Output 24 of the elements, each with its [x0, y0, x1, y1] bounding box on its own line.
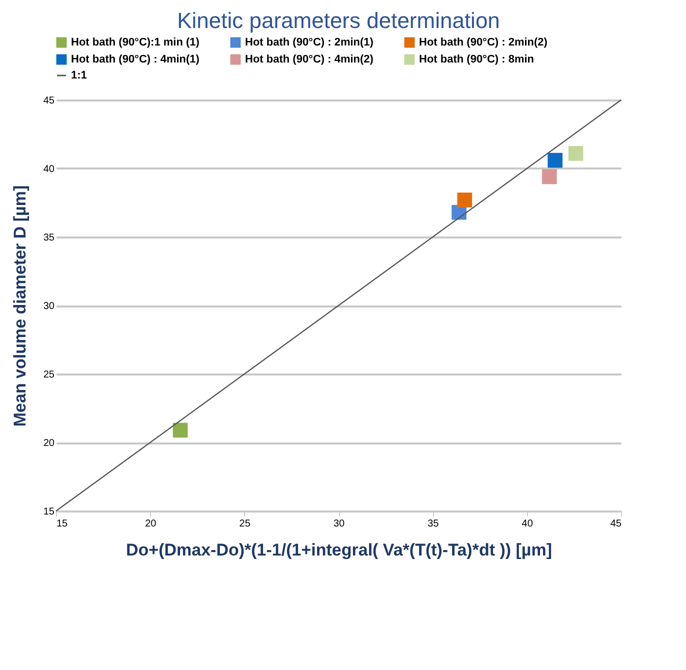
legend-label: Hot bath (90°C) : 4min(2) — [245, 54, 374, 66]
x-axis-title: Do+(Dmax-Do)*(1-1/(1+integral( Va*(T(t)-Ta)*dt )) [µm] — [126, 540, 552, 560]
chart-title: Kinetic parameters determination — [177, 8, 500, 33]
y-axis-title: Mean volume diameter D [µm] — [10, 185, 30, 427]
x-tick-label: 25 — [239, 518, 251, 530]
y-tick-label: 35 — [43, 232, 55, 244]
legend-label: Hot bath (90°C) : 4min(1) — [71, 54, 200, 66]
y-tick-label: 30 — [43, 301, 55, 312]
x-tick-label: 15 — [56, 518, 68, 530]
legend-label: 1:1 — [71, 70, 87, 82]
x-tick-label: 20 — [145, 518, 157, 530]
x-tick-label: 30 — [333, 518, 345, 530]
y-tick-label: 25 — [43, 370, 55, 380]
x-tick-label: 40 — [522, 518, 534, 530]
legend-label: Hot bath (90°C):1 min (1) — [71, 36, 200, 49]
y-tick-label: 15 — [43, 506, 55, 518]
legend-label: Hot bath (90°C) : 2min(1) — [245, 36, 374, 49]
y-tick-label: 40 — [43, 164, 55, 175]
y-tick-label: 45 — [43, 96, 55, 106]
legend-label: Hot bath (90°C) : 8min — [419, 54, 534, 66]
y-tick-label: 20 — [43, 438, 55, 449]
legend-label: Hot bath (90°C) : 2min(2) — [419, 36, 548, 49]
x-tick-label: 45 — [610, 518, 622, 530]
x-tick-label: 35 — [428, 518, 440, 530]
